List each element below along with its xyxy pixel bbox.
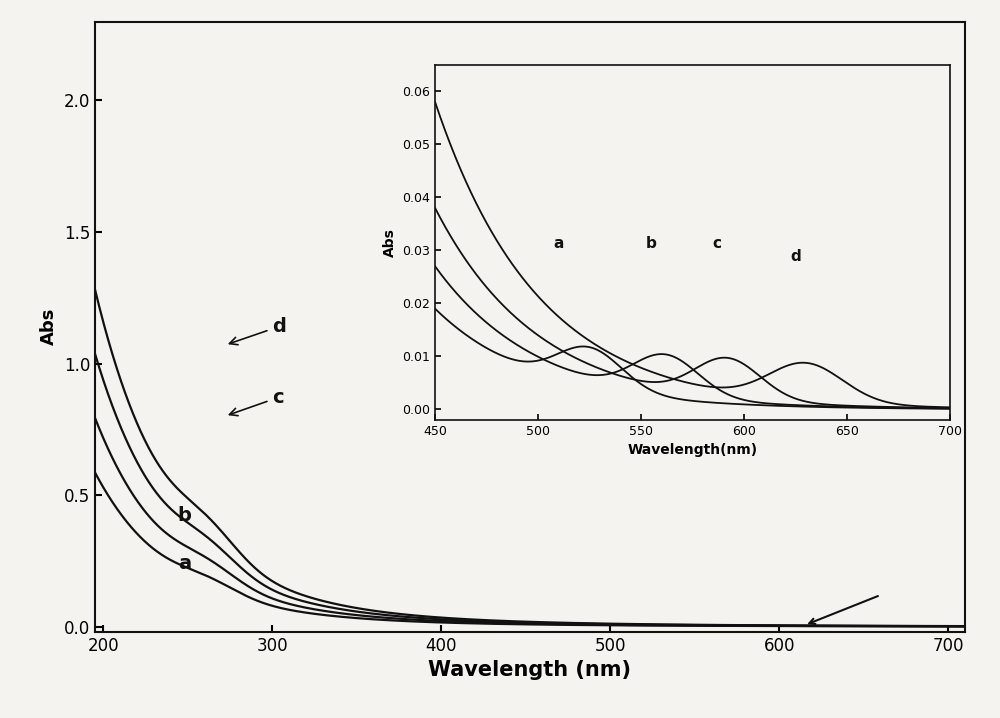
Y-axis label: Abs: Abs <box>40 308 58 345</box>
Text: c: c <box>229 388 284 416</box>
Text: d: d <box>790 249 801 264</box>
Text: b: b <box>178 506 191 526</box>
Text: a: a <box>553 236 564 251</box>
X-axis label: Wavelength(nm): Wavelength(nm) <box>627 444 758 457</box>
Text: c: c <box>713 236 722 251</box>
Text: d: d <box>229 317 286 345</box>
Y-axis label: Abs: Abs <box>383 228 397 257</box>
Text: b: b <box>646 236 657 251</box>
X-axis label: Wavelength (nm): Wavelength (nm) <box>428 661 632 680</box>
Text: a: a <box>178 554 191 573</box>
